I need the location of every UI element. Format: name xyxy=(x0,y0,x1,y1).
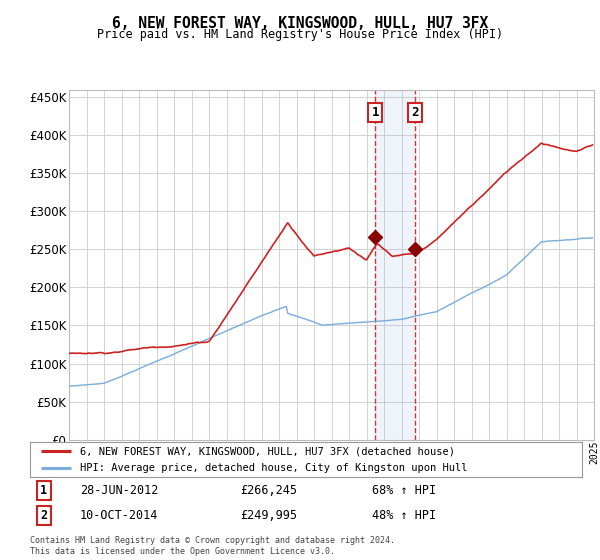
Text: Contains HM Land Registry data © Crown copyright and database right 2024.
This d: Contains HM Land Registry data © Crown c… xyxy=(30,536,395,556)
Bar xyxy=(375,90,415,440)
Text: HPI: Average price, detached house, City of Kingston upon Hull: HPI: Average price, detached house, City… xyxy=(80,463,467,473)
Text: 6, NEW FOREST WAY, KINGSWOOD, HULL, HU7 3FX (detached house): 6, NEW FOREST WAY, KINGSWOOD, HULL, HU7 … xyxy=(80,446,455,456)
Text: 2: 2 xyxy=(411,106,418,119)
Text: 6, NEW FOREST WAY, KINGSWOOD, HULL, HU7 3FX: 6, NEW FOREST WAY, KINGSWOOD, HULL, HU7 … xyxy=(112,16,488,31)
Text: 10-OCT-2014: 10-OCT-2014 xyxy=(80,509,158,522)
Text: £266,245: £266,245 xyxy=(240,484,297,497)
Text: 1: 1 xyxy=(40,484,47,497)
Text: 28-JUN-2012: 28-JUN-2012 xyxy=(80,484,158,497)
Text: 1: 1 xyxy=(371,106,379,119)
Text: 2: 2 xyxy=(40,509,47,522)
Text: 48% ↑ HPI: 48% ↑ HPI xyxy=(372,509,436,522)
Text: Price paid vs. HM Land Registry's House Price Index (HPI): Price paid vs. HM Land Registry's House … xyxy=(97,28,503,41)
Text: £249,995: £249,995 xyxy=(240,509,297,522)
Text: 68% ↑ HPI: 68% ↑ HPI xyxy=(372,484,436,497)
